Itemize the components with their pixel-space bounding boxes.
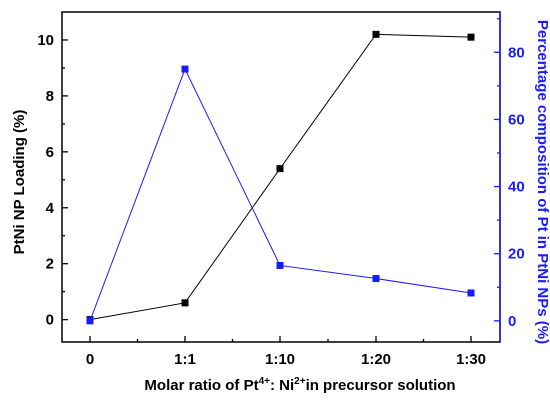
- x-axis-label: Molar ratio of Pt4+: Ni2+in precursor so…: [144, 376, 455, 394]
- series-layer: [86, 30, 475, 325]
- right-tick-label: 20: [508, 246, 525, 263]
- x-tick-label: 1:30: [456, 351, 486, 368]
- left-tick-label: 8: [46, 88, 54, 105]
- series-2-point: [181, 65, 189, 73]
- series-2-point: [276, 261, 284, 269]
- left-tick-label: 0: [46, 312, 54, 329]
- series-1-point: [372, 30, 380, 38]
- plot-area-border: [61, 11, 501, 343]
- left-tick-label: 10: [37, 32, 54, 49]
- left-axis-label: PtNi NP Loading (%): [11, 110, 28, 255]
- series-2-point: [467, 289, 475, 297]
- series-2-line: [89, 67, 472, 322]
- plot-frame: [61, 11, 501, 343]
- x-tick-label: 1:10: [265, 351, 295, 368]
- left-tick-label: 2: [46, 256, 54, 273]
- x-axis-ticks: 0 1:1 1:10 1:20 1:30: [86, 336, 486, 368]
- right-axis-label: Percentage composition of Pt in PtNi NPs…: [534, 20, 550, 344]
- x-tick-label: 0: [86, 351, 94, 368]
- left-axis-ticks: 0 2 4 6 8 10: [37, 32, 68, 329]
- right-tick-label: 60: [508, 111, 525, 128]
- right-axis-ticks: 0 20 40 60 80: [494, 18, 525, 330]
- series-1-point: [467, 33, 475, 41]
- series-1-point: [181, 299, 189, 307]
- x-tick-label: 1:1: [174, 351, 196, 368]
- right-tick-label: 0: [508, 313, 516, 330]
- series-2-point: [86, 317, 94, 325]
- series-2-point: [372, 275, 380, 283]
- series-1-point: [276, 165, 284, 173]
- series-1-line: [89, 33, 472, 321]
- right-tick-label: 80: [508, 44, 525, 61]
- x-tick-label: 1:20: [361, 351, 391, 368]
- left-tick-label: 4: [46, 200, 55, 217]
- right-tick-label: 40: [508, 179, 525, 196]
- left-tick-label: 6: [46, 144, 54, 161]
